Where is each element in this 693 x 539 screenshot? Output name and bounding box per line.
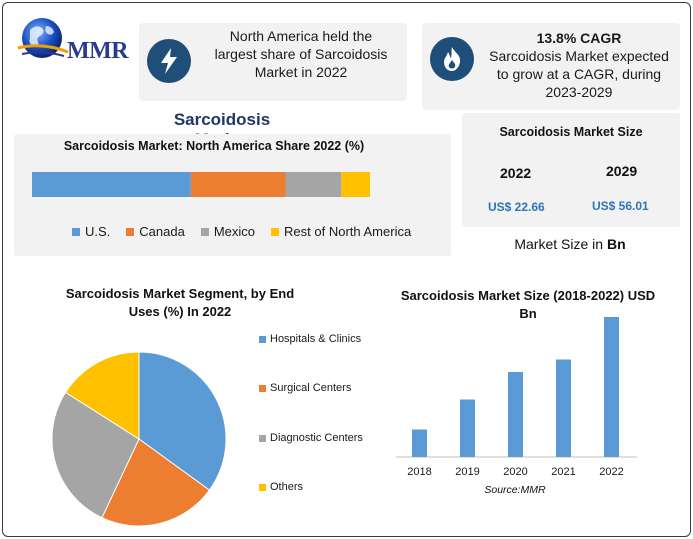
bar-chart-title: Sarcoidosis Market Size (2018-2022) USD … bbox=[400, 288, 656, 321]
stacked-bar-segment-0 bbox=[32, 172, 191, 197]
pie-legend-swatch bbox=[259, 335, 266, 343]
pie-legend-item: Others bbox=[259, 481, 303, 493]
market-size-year-2029: 2029 bbox=[606, 163, 638, 179]
legend-swatch bbox=[72, 227, 80, 236]
market-size-value-2022: US$ 22.66 bbox=[488, 200, 545, 214]
bar-2018 bbox=[412, 429, 427, 457]
flame-icon bbox=[430, 37, 474, 81]
bar-tick-label: 2021 bbox=[551, 466, 575, 478]
bar-2020 bbox=[508, 372, 523, 457]
lightning-icon bbox=[147, 39, 191, 83]
bar-2019 bbox=[460, 399, 475, 457]
legend-swatch bbox=[200, 227, 209, 236]
stacked-bar-segment-3 bbox=[341, 172, 370, 197]
bar-chart-source: Source:MMR bbox=[484, 484, 546, 496]
pie-legend-swatch bbox=[259, 384, 266, 392]
pie-chart-title: Sarcoidosis Market Segment, by End Uses … bbox=[65, 286, 295, 319]
legend-label: Mexico bbox=[213, 224, 256, 239]
bar-2022 bbox=[604, 317, 619, 457]
pie-legend-label: Hospitals & Clinics bbox=[270, 333, 362, 345]
pie-legend-item: Hospitals & Clinics bbox=[259, 333, 361, 345]
market-size-year-2022: 2022 bbox=[500, 165, 532, 181]
bar-2021 bbox=[556, 359, 571, 457]
market-size-note-unit: Bn bbox=[606, 236, 626, 252]
stacked-bar-segment-2 bbox=[285, 172, 342, 197]
pie-legend-item: Diagnostic Centers bbox=[259, 432, 363, 444]
pie-slice-2 bbox=[51, 391, 140, 519]
legend-item: Mexico bbox=[200, 224, 256, 239]
info-card-text: 13.8% CAGR Sarcoidosis Market expected t… bbox=[484, 29, 674, 101]
globe-icon bbox=[17, 18, 69, 58]
info-card-text: North America held the largest share of … bbox=[214, 28, 388, 80]
market-size-panel bbox=[462, 113, 680, 227]
pie-slice-0 bbox=[138, 351, 227, 491]
market-size-value-2029: US$ 56.01 bbox=[592, 199, 649, 213]
legend-item: Canada bbox=[126, 224, 185, 239]
stacked-bar-segment-1 bbox=[190, 172, 286, 197]
market-size-note-prefix: Market Size in bbox=[514, 236, 607, 252]
market-size-unit-note: Market Size in Bn bbox=[470, 236, 670, 252]
pie-legend-label: Others bbox=[270, 481, 304, 493]
cagr-headline: 13.8% CAGR bbox=[536, 30, 622, 46]
legend-label: U.S. bbox=[85, 224, 111, 239]
pie-legend-label: Surgical Centers bbox=[270, 382, 352, 394]
pie-legend-swatch bbox=[259, 483, 266, 491]
legend-item: Rest of North America bbox=[271, 224, 411, 239]
info-card-cagr: 13.8% CAGR Sarcoidosis Market expected t… bbox=[422, 23, 680, 110]
bar-tick-label: 2020 bbox=[503, 466, 527, 478]
legend-label: Canada bbox=[139, 224, 185, 239]
pie-legend-label: Diagnostic Centers bbox=[270, 432, 363, 444]
legend-swatch bbox=[271, 227, 280, 236]
bar-tick-label: 2022 bbox=[599, 466, 623, 478]
pie-slice-3 bbox=[64, 351, 140, 440]
pie-legend-item: Surgical Centers bbox=[259, 382, 351, 394]
legend-item: U.S. bbox=[72, 224, 110, 239]
na-share-legend: U.S. Canada Mexico Rest of North America bbox=[72, 224, 427, 239]
cagr-description: Sarcoidosis Market expected to grow at a… bbox=[489, 48, 669, 100]
bar-tick-label: 2018 bbox=[407, 466, 431, 478]
pie-legend-swatch bbox=[259, 434, 266, 442]
legend-label: Rest of North America bbox=[284, 224, 412, 239]
bar-tick-label: 2019 bbox=[455, 466, 479, 478]
logo-text: MMR bbox=[67, 38, 129, 64]
info-card-north-america: North America held the largest share of … bbox=[139, 23, 407, 101]
mmr-logo: MMR bbox=[12, 12, 137, 68]
legend-swatch bbox=[126, 227, 135, 236]
na-share-title: Sarcoidosis Market: North America Share … bbox=[63, 139, 365, 153]
market-size-title: Sarcoidosis Market Size bbox=[499, 125, 643, 139]
